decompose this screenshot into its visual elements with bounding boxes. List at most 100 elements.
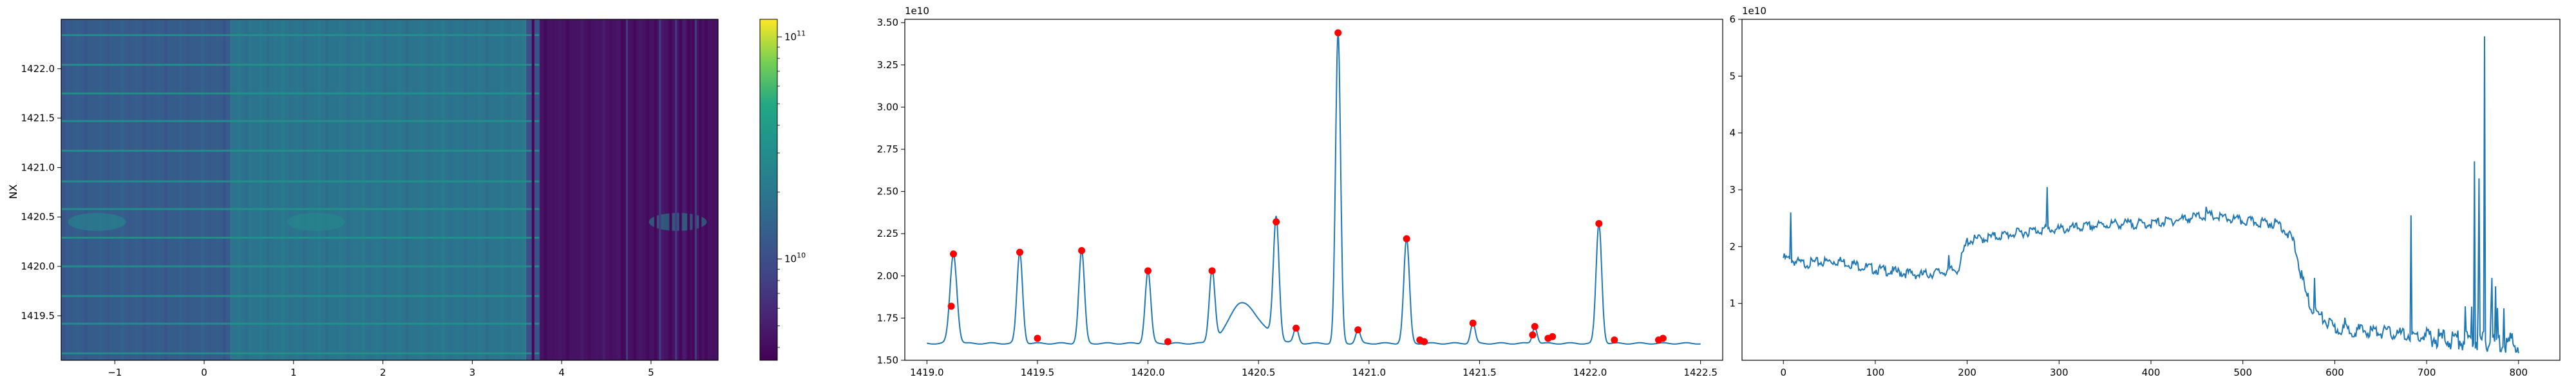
peak-marker [1034,335,1041,342]
heatmap-texture-column [259,19,263,360]
heatmap-texture-column [471,19,475,360]
heatmap-dark-stripe [621,19,624,360]
heatmap-y-tick-label: 1420.0 [21,261,55,272]
heatmap-texture-column [193,19,197,360]
heatmap-texture-column [617,19,620,360]
heatmap-texture-column [70,19,73,360]
heatmap-texture-column [536,19,540,360]
heatmap-texture-column [267,19,270,360]
heatmap-panel: −1 0 1 2 3 4 5 1419.51420.01420.51421.01421.51… [7,19,719,378]
heatmap-texture-column [310,19,314,360]
peaks-x-tick-label: 1420.5 [1242,367,1276,378]
peaks-y-tick-label: 3.00 [877,101,898,113]
heatmap-texture-column [252,19,256,360]
colorbar-tick-label: 1010 [784,252,806,265]
heatmap-texture-column [317,19,321,360]
heatmap-x-tick-label: 5 [648,367,654,378]
heatmap-dark-stripe [679,19,682,360]
heatmap-y-ticks: 1419.5 1420.0 1420.5 1421.0 1421.5 1422.0 [21,63,61,322]
heatmap-texture-column [142,19,146,360]
heatmap-x-ticks: −1 0 1 2 3 4 5 [108,360,654,378]
peaks-y-tick-label: 1.50 [877,354,898,366]
heatmap-bright-row [61,265,540,268]
heatmap-mid-stripe [625,19,628,360]
peak-marker [1273,218,1280,226]
heatmap-texture-column [354,19,357,360]
peaks-x-tick-label: 1419.5 [1021,367,1055,378]
peak-marker [1549,333,1557,340]
heatmap-texture-column [325,19,328,360]
heatmap-texture-column [486,19,489,360]
peaks-y-tick-label: 2.25 [877,228,898,239]
spectrum-y-tick-label: 1 [1729,298,1736,309]
heatmap-texture-column [500,19,504,360]
peaks-x-tick-label: 1422.5 [1683,367,1718,378]
colorbar-ticks: 1010 1011 [777,29,806,348]
peak-marker [1164,338,1171,345]
heatmap-mid-stripe [675,19,677,360]
spectrum-x-tick-label: 300 [2050,367,2069,378]
heatmap-texture-column [690,19,694,360]
peak-markers [947,29,1667,345]
heatmap-texture-column [303,19,307,360]
heatmap-x-tick-label: 0 [201,367,207,378]
heatmap-texture-column [99,19,102,360]
heatmap-texture-column [420,19,423,360]
heatmap-texture-column [135,19,138,360]
heatmap-texture-column [434,19,438,360]
peaks-x-tick-label: 1420.0 [1131,367,1165,378]
peak-marker [1208,267,1216,275]
heatmap-texture-column [456,19,460,360]
peaks-y-tick-label: 2.00 [877,270,898,282]
spectrum-plot-frame [1741,19,2561,361]
heatmap-texture-column [289,19,292,360]
heatmap-mid-stripe [694,19,697,360]
heatmap-texture-column [595,19,598,360]
peaks-line-panel: 1419.0 1419.5 1420.0 1420.5 1421.0 1421.5 1422… [877,5,1723,378]
heatmap-texture-column [274,19,278,360]
heatmap-texture-column [281,19,285,360]
heatmap-texture-column [398,19,401,360]
peak-marker [1078,246,1086,254]
heatmap-frame [61,19,719,361]
heatmap-texture-column [631,19,635,360]
heatmap-x-tick-label: −1 [108,367,122,378]
spectrum-line-panel: 0 100 200 300 400 500 600 700 800 1 2 3 4 5 6 1e10 [1729,5,2561,378]
spectrum-y-ticks: 1 2 3 4 5 6 [1729,14,1742,309]
heatmap-blob [649,212,707,231]
heatmap-x-tick-label: 3 [469,367,476,378]
heatmap-texture-column [565,19,569,360]
spectrum-x-tick-label: 700 [2418,367,2436,378]
heatmap-texture-column [529,19,533,360]
heatmap-texture-column [62,19,66,360]
heatmap-texture-column [493,19,497,360]
heatmap-texture-column [296,19,299,360]
heatmap-texture-column [507,19,511,360]
peaks-x-tick-label: 1419.0 [910,367,944,378]
heatmap-texture-column [120,19,124,360]
heatmap-mid-stripe [659,19,661,360]
heatmap-dark-stripe [633,19,636,360]
heatmap-texture-column [230,19,234,360]
spectrum-x-ticks: 0 100 200 300 400 500 600 700 800 [1780,360,2528,378]
heatmap-y-tick-label: 1420.5 [21,211,55,223]
heatmap-y-tick-label: 1421.5 [21,113,55,124]
peaks-plot-frame [904,19,1723,361]
colorbar-tick-label: 1011 [784,29,806,42]
peak-marker [950,250,958,258]
heatmap-texture-column [449,19,453,360]
heatmap-texture-column [106,19,109,360]
spectrum-x-tick-label: 800 [2509,367,2528,378]
heatmap-texture-column [639,19,642,360]
spectrum-y-tick-label: 2 [1729,241,1736,252]
heatmap-texture-column [705,19,708,360]
heatmap-texture-column [602,19,606,360]
heatmap-x-tick-label: 4 [558,367,565,378]
peak-marker [1611,336,1618,344]
peaks-series-line [927,32,1701,345]
heatmap-texture-column [515,19,518,360]
heatmap-texture-column [339,19,343,360]
peaks-x-tick-label: 1421.5 [1463,367,1497,378]
heatmap-bright-row [61,34,540,37]
colorbar-gradient [759,19,778,361]
